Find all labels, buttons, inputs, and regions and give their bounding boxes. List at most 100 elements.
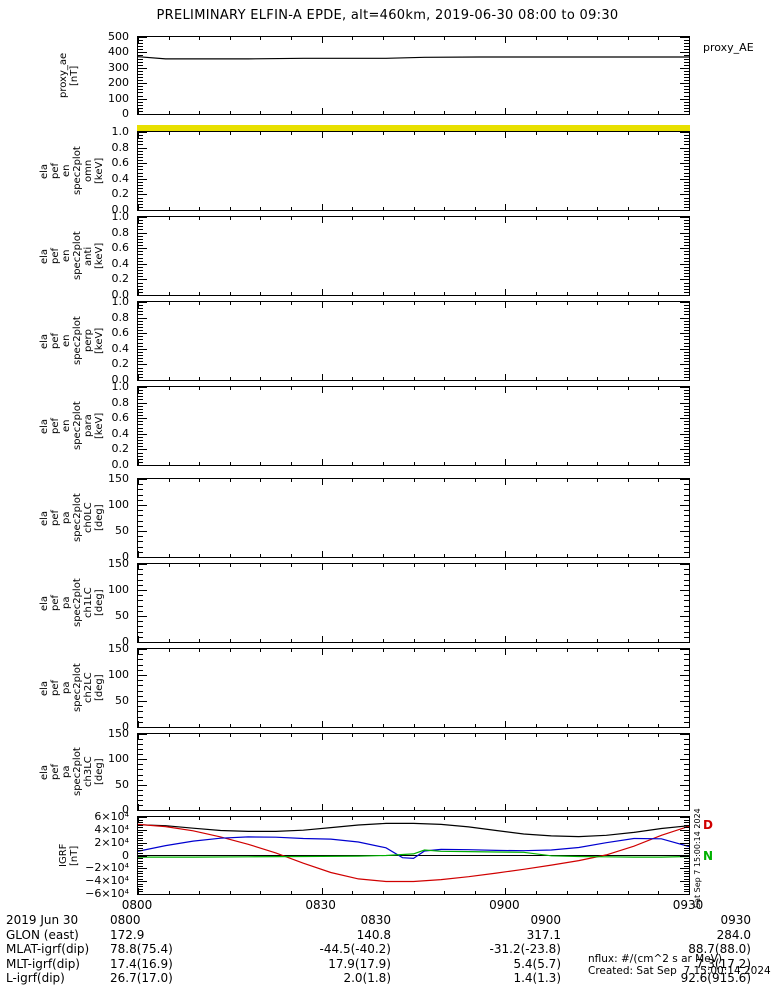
x-tick-row-top (138, 479, 690, 485)
panel-en-perp (137, 301, 690, 381)
x-tick-row-bot (138, 721, 690, 727)
credit-block: nflux: #/(cm^2 s ar MeV) Created: Sat Se… (588, 953, 771, 977)
axis-title-part: spec2plot (72, 231, 83, 281)
x-tick-row-top (138, 132, 690, 138)
panel-proxy-ae (137, 36, 690, 115)
axis-title-part: en (61, 249, 72, 263)
x-tick-row-bot (138, 204, 690, 210)
trace-layer (138, 822, 689, 883)
panel-plot-area (138, 564, 689, 642)
y-tick-column-left (138, 387, 147, 466)
panel-pa-ch1lc (137, 563, 690, 643)
y-axis-labels-en-para: 1.0 0.8 0.6 0.4 0.2 0.0 (0, 381, 133, 470)
y-tick-label: 0.6 (111, 326, 130, 340)
axis-title-part: ela (39, 510, 50, 526)
y-tick-column-left (138, 734, 147, 811)
axis-title-part: ch2LC (83, 672, 94, 704)
annotation-value: 26.7(17.0) (110, 971, 173, 985)
annotation-label: 2019 Jun 30 (6, 913, 79, 927)
y-axis-title-en-perp: ela pef en spec2plot perp [keV] (20, 301, 105, 381)
x-tick-row-top (138, 217, 690, 223)
axis-title-part: ela (39, 418, 50, 434)
spectrogram-colorbar-strip (137, 125, 690, 131)
axis-title-part: ela (39, 764, 50, 780)
y-axis-labels-en-anti: 1.0 0.8 0.6 0.4 0.2 0.0 (0, 211, 133, 300)
y-tick-label: 0.6 (111, 411, 130, 425)
annotation-value: 5.4(5.7) (513, 956, 561, 971)
y-axis-title-en-omni: ela pef en spec2plot omn [keV] (20, 131, 105, 211)
axis-title-part: pa (61, 596, 72, 610)
panel-plot-area (138, 302, 689, 380)
y-axis-title-pa-ch0lc: ela pef pa spec2plot ch0LC [deg] (20, 478, 105, 558)
y-tick-label: 100 (108, 583, 129, 596)
y-tick-column-right (680, 132, 689, 211)
x-tick-row-bot (138, 108, 690, 114)
x-tick-row-bot (138, 459, 690, 465)
x-tick-row-top (138, 817, 690, 823)
axis-title-part: [nT] (69, 845, 80, 866)
y-axis-title-pa-ch3lc: ela pef pa spec2plot ch3LC [deg] (20, 733, 105, 811)
y-tick-label: 0 (122, 848, 129, 862)
annotation-label: MLT-igrf(dip) (6, 956, 80, 971)
annotation-value: -44.5(-40.2) (319, 942, 391, 956)
axis-title-part: para (83, 414, 94, 438)
y-tick-label: 50 (115, 777, 129, 791)
y-axis-title-en-anti: ela pef en spec2plot anti [keV] (20, 216, 105, 296)
annotation-value: 0930 (720, 913, 751, 927)
axis-title-part: spec2plot (72, 146, 83, 196)
axis-title-part: omn (83, 159, 94, 183)
axis-title-part: ch0LC (83, 502, 94, 534)
annotation-row: MLAT-igrf(dip) 78.8(75.4) -44.5(-40.2) -31.… (6, 942, 770, 957)
y-tick-label: 6×10⁴ (94, 810, 129, 823)
y-tick-label: 100 (108, 91, 129, 105)
panel-plot-area (138, 649, 689, 727)
y-tick-label: 0.4 (111, 171, 130, 185)
y-tick-column-right (680, 817, 689, 895)
series-D (138, 823, 689, 883)
page-title: PRELIMINARY ELFIN-A EPDE, alt=460km, 201… (156, 8, 619, 23)
annotation-value: 172.9 (110, 927, 145, 942)
y-axis-title-pa-ch1lc: ela pef pa spec2plot ch1LC [deg] (20, 563, 105, 643)
x-tick-row-top (138, 649, 690, 655)
annotation-value: 284.0 (716, 927, 751, 942)
panel-plot-area (138, 387, 689, 465)
panel-en-anti (137, 216, 690, 296)
panel-plot-area (138, 479, 689, 557)
annotation-label: L-igrf(dip) (6, 971, 65, 985)
axis-title-part: pa (61, 511, 72, 525)
x-tick-row-top (138, 302, 690, 308)
annotation-value: 17.4(16.9) (110, 956, 173, 971)
panel-pa-ch2lc (137, 648, 690, 728)
axis-title-part: [deg] (94, 504, 105, 532)
annotation-value: 17.9(17.9) (328, 956, 391, 971)
axis-title-part: pef (50, 594, 61, 612)
annotation-value: 1.4(1.3) (513, 971, 561, 985)
annotation-value: 78.8(75.4) (110, 942, 173, 956)
y-axis-title-igrf: IGRF [nT] (20, 816, 80, 895)
axis-title-part: pef (50, 763, 61, 781)
y-tick-column-right (680, 734, 689, 811)
y-tick-label: 0.6 (111, 241, 130, 255)
axis-title-part: [keV] (94, 157, 105, 185)
x-tick-label: 0930 (672, 898, 704, 912)
annotation-value: 0830 (360, 913, 391, 927)
series-I (138, 836, 689, 860)
y-tick-label: 0.8 (111, 140, 130, 154)
y-tick-label: 100 (108, 668, 129, 681)
annotation-value: 0800 (110, 913, 141, 927)
x-tick-label: 0830 (305, 898, 336, 912)
axis-title-part: ela (39, 680, 50, 696)
y-tick-label: 150 (108, 557, 129, 570)
annotation-value: 7.3(17.2) (695, 956, 751, 971)
x-tick-row-top (138, 564, 690, 570)
annotation-row: L-igrf(dip) 26.7(17.0) 2.0(1.8) 1.4(1.3) 92.… (6, 971, 770, 986)
y-tick-label: 2×10⁴ (94, 835, 129, 849)
annotation-row: 2019 Jun 30 0800 0830 0900 0930 (6, 913, 770, 928)
panel-pa-ch3lc (137, 733, 690, 811)
y-tick-label: −6×10⁴ (85, 887, 129, 900)
y-axis-labels-proxy-ae: 500 400 300 200 100 0 (0, 31, 133, 119)
axis-title-part: [deg] (94, 758, 105, 786)
axis-title-part: pef (50, 332, 61, 350)
y-tick-label: 0.2 (111, 442, 130, 456)
axis-title-part: [deg] (94, 589, 105, 617)
